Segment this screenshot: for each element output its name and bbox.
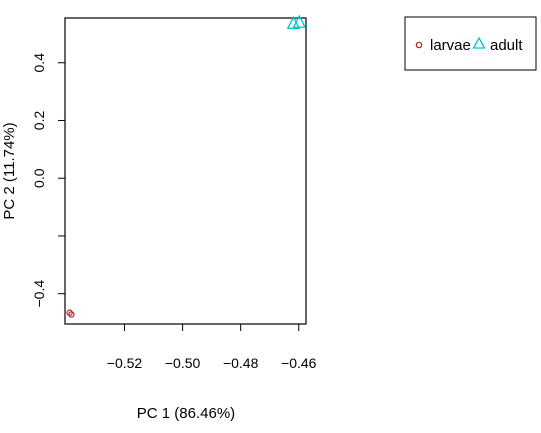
legend-adult-label: adult — [490, 37, 523, 54]
y-tick-label: 0.0 — [31, 168, 47, 188]
y-tick-label: −0.4 — [31, 280, 47, 308]
y-tick-label: 0.2 — [31, 111, 47, 131]
point-larvae — [68, 311, 75, 318]
x-tick-label: −0.50 — [165, 355, 201, 371]
x-tick-label: −0.46 — [281, 355, 317, 371]
x-axis-title: PC 1 (86.46%) — [137, 405, 235, 422]
point-adult — [292, 14, 307, 28]
legend: larvae adult — [404, 16, 537, 71]
y-axis: −0.4 0.0 0.2 0.4 — [31, 53, 65, 308]
plot-frame — [64, 17, 307, 325]
legend-larvae-marker — [415, 41, 423, 49]
legend-adult-marker — [472, 36, 486, 49]
x-axis: −0.52 −0.50 −0.48 −0.46 — [107, 324, 317, 371]
legend-larvae-label: larvae — [430, 37, 471, 54]
point-larvae — [66, 309, 73, 316]
y-axis-title: PC 2 (11.74%) — [1, 122, 18, 219]
data-points — [66, 14, 307, 318]
x-tick-label: −0.52 — [107, 355, 143, 371]
x-tick-label: −0.48 — [223, 355, 259, 371]
legend-box — [404, 16, 537, 71]
y-tick-label: 0.4 — [31, 53, 47, 73]
